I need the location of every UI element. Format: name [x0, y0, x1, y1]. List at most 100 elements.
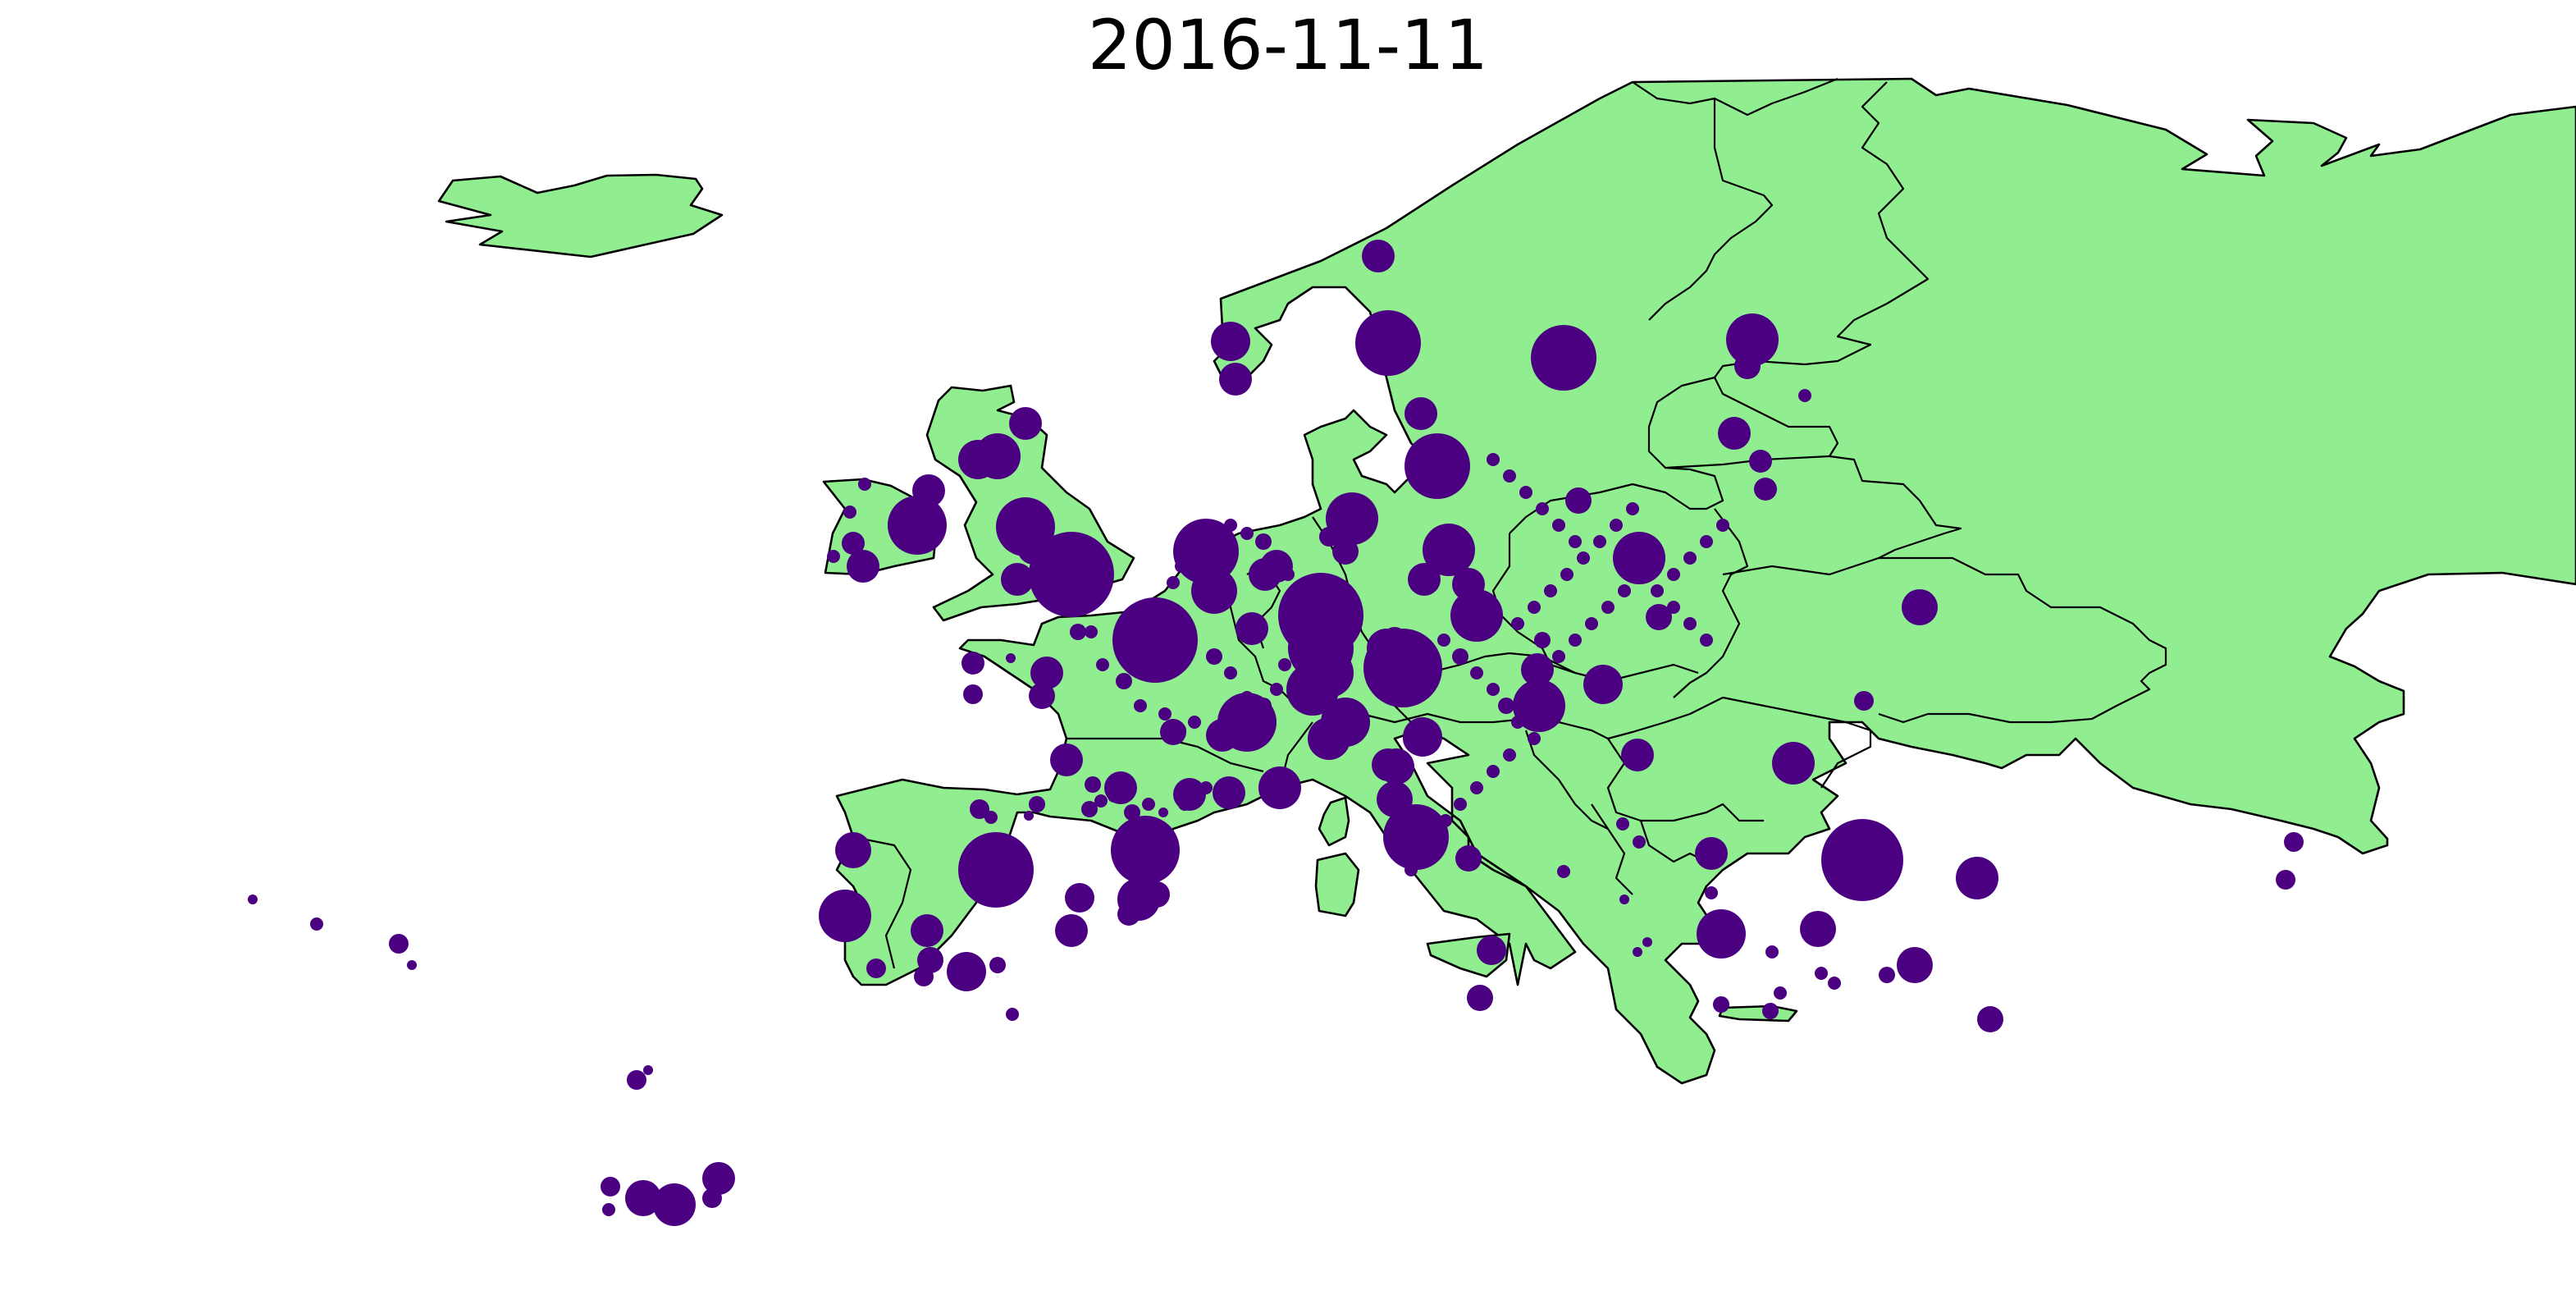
location-marker	[991, 960, 1004, 973]
location-marker	[1408, 563, 1441, 596]
iceland-landmass	[437, 173, 724, 259]
location-marker	[1452, 648, 1468, 665]
location-marker	[1296, 624, 1313, 640]
location-marker	[1897, 947, 1933, 983]
location-marker	[866, 959, 886, 978]
location-marker	[1175, 560, 1188, 573]
location-marker	[819, 890, 871, 942]
location-marker	[1332, 538, 1359, 565]
location-marker	[1355, 310, 1421, 376]
location-marker	[961, 652, 984, 675]
location-marker	[625, 1180, 661, 1216]
location-marker	[1362, 240, 1395, 272]
location-marker	[1774, 986, 1787, 1000]
location-marker	[1800, 911, 1836, 947]
location-marker	[1902, 589, 1938, 625]
location-marker	[653, 1183, 696, 1226]
location-marker	[1879, 967, 1895, 983]
location-marker	[1170, 722, 1186, 739]
location-marker	[827, 550, 840, 563]
location-marker	[1560, 568, 1573, 581]
location-marker	[1642, 937, 1652, 947]
location-marker	[1173, 519, 1239, 584]
location-marker	[1199, 781, 1213, 794]
location-marker	[1144, 881, 1170, 908]
location-marker	[1713, 996, 1729, 1013]
location-marker	[627, 1070, 646, 1090]
location-marker	[1112, 597, 1198, 683]
location-marker	[1503, 469, 1516, 483]
location-marker	[1308, 717, 1350, 760]
location-marker	[1815, 967, 1828, 980]
location-marker	[1290, 584, 1303, 597]
location-marker	[1206, 648, 1222, 665]
location-marker	[970, 799, 989, 819]
location-marker	[1134, 699, 1147, 712]
location-marker	[1450, 589, 1503, 642]
location-marker	[1085, 776, 1101, 793]
location-marker	[1224, 519, 1237, 532]
location-marker	[1111, 816, 1180, 885]
location-marker	[1585, 617, 1598, 630]
location-marker	[1424, 830, 1437, 844]
location-marker	[1423, 524, 1475, 576]
location-marker	[1718, 417, 1751, 450]
location-marker	[1258, 766, 1301, 809]
location-marker	[1030, 657, 1063, 689]
location-marker	[1577, 551, 1590, 565]
location-marker	[702, 1188, 722, 1208]
location-marker	[1029, 796, 1045, 812]
location-marker	[1108, 789, 1121, 803]
location-marker	[1235, 612, 1268, 645]
location-marker	[1404, 863, 1418, 876]
location-marker	[1726, 313, 1779, 366]
location-marker	[1616, 817, 1629, 830]
location-marker	[1240, 691, 1254, 704]
location-marker	[1513, 679, 1565, 732]
location-marker	[1569, 535, 1582, 548]
location-marker	[1610, 519, 1623, 532]
location-marker	[1437, 634, 1450, 647]
location-marker	[1413, 847, 1426, 860]
location-marker	[958, 832, 1034, 908]
location-marker	[1557, 865, 1570, 878]
location-marker	[1487, 453, 1500, 466]
location-marker	[911, 914, 943, 947]
location-marker	[1646, 604, 1672, 630]
location-marker	[1070, 624, 1086, 640]
location-marker	[835, 832, 871, 868]
location-marker	[1828, 977, 1841, 990]
location-marker	[1158, 707, 1172, 721]
location-marker	[1124, 804, 1140, 821]
location-marker	[1470, 781, 1483, 794]
location-marker	[1191, 568, 1237, 614]
location-marker	[1454, 798, 1467, 811]
location-marker	[847, 550, 879, 583]
location-marker	[1455, 845, 1482, 872]
location-marker	[1683, 617, 1697, 630]
location-marker	[1477, 936, 1506, 965]
location-marker	[1613, 532, 1665, 584]
location-marker	[1009, 407, 1042, 440]
location-marker	[1085, 625, 1098, 638]
location-marker	[1765, 945, 1779, 959]
location-marker	[858, 478, 871, 491]
map-title: 2016-11-11	[1087, 5, 1489, 85]
location-marker	[1094, 794, 1108, 808]
corsica-landmass	[1318, 796, 1350, 847]
location-marker	[1319, 527, 1339, 547]
location-marker	[1158, 808, 1168, 817]
location-marker	[1705, 886, 1718, 899]
location-marker	[1593, 535, 1606, 548]
location-marker	[1255, 533, 1272, 550]
location-marker	[1821, 819, 1903, 901]
location-marker	[1377, 781, 1413, 817]
location-marker	[1404, 433, 1470, 499]
location-marker	[1519, 486, 1532, 499]
location-marker	[1211, 322, 1250, 361]
location-marker	[1270, 683, 1283, 696]
location-marker	[1439, 814, 1452, 827]
location-marker	[1621, 739, 1654, 771]
